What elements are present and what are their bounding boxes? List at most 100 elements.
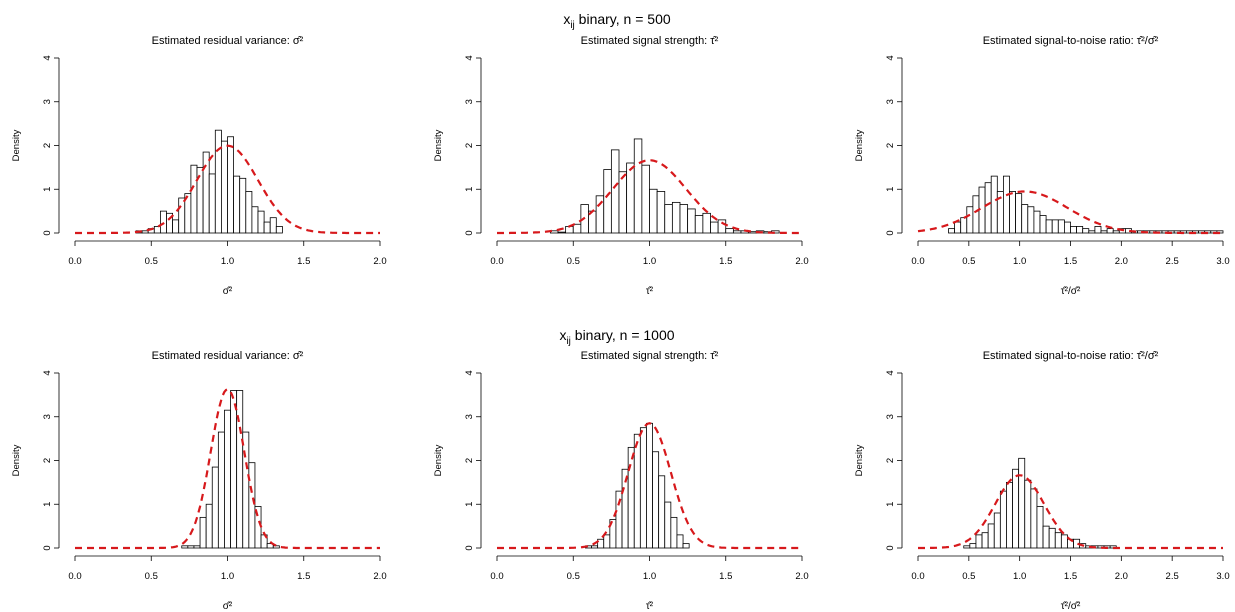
y-tick-label: 1	[464, 502, 475, 507]
y-tick-label: 0	[464, 545, 475, 550]
histogram-bar	[178, 197, 186, 234]
histogram-bar	[205, 503, 213, 549]
histogram-bar	[987, 523, 995, 549]
histogram-bar	[248, 462, 256, 549]
histogram-bar	[963, 545, 971, 549]
density-curve	[75, 388, 380, 550]
histogram-bar	[1003, 175, 1010, 234]
histogram-bar	[603, 534, 611, 549]
y-tick-label: 2	[885, 458, 896, 463]
x-tick-label: 1.5	[297, 256, 310, 267]
x-tick-label: 0.5	[145, 256, 158, 267]
y-tick-label: 3	[42, 99, 53, 104]
y-tick-label: 0	[42, 545, 53, 550]
histogram-bar	[1042, 525, 1050, 549]
x-tick-label: 0.5	[962, 256, 975, 267]
y-tick-label: 3	[464, 414, 475, 419]
row-title-2: xij binary, n = 1000	[559, 327, 674, 347]
y-tick-label: 4	[42, 55, 53, 60]
x-tick-label: 1.0	[1013, 571, 1026, 582]
panel-title: Estimated residual variance: σ̂²	[152, 35, 304, 47]
density-curve	[497, 422, 802, 550]
histogram-bar	[208, 173, 216, 234]
x-axis-label: σ̂²	[223, 285, 233, 297]
histogram-bar	[217, 431, 225, 549]
y-tick-label: 3	[885, 99, 896, 104]
histogram-bar	[710, 221, 719, 234]
histogram-bar	[275, 226, 283, 234]
panel-3: Estimated signal-to-noise ratio: τ̂²/σ̂²…	[854, 35, 1230, 297]
histogram-bar	[572, 223, 582, 234]
histogram-bar	[1048, 527, 1056, 549]
x-tick-label: 1.5	[1064, 256, 1077, 267]
histogram-bar	[242, 431, 250, 549]
panel-title: Estimated signal strength: τ̂²	[581, 350, 719, 362]
histogram-bar	[172, 219, 180, 234]
x-axis-label: τ̂²/σ̂²	[1061, 600, 1081, 612]
histogram-bar	[960, 217, 968, 234]
histogram-bar	[193, 545, 201, 549]
histogram-bar	[990, 175, 998, 234]
x-tick-label: 0.0	[490, 256, 503, 267]
panel-title: Estimated signal-to-noise ratio: τ̂²/σ̂²	[983, 350, 1159, 362]
row-title-1: xij binary, n = 500	[563, 11, 671, 31]
histogram-bar	[233, 175, 241, 234]
histogram-bar	[656, 191, 666, 234]
histogram-bar	[1024, 479, 1032, 549]
x-tick-label: 1.0	[643, 256, 656, 267]
histogram-bar	[670, 516, 678, 549]
panels: Estimated residual variance: σ̂² 0.0 0.5 1.…	[11, 35, 1230, 612]
histogram-bar	[227, 136, 234, 234]
y-axis-label: Density	[433, 129, 444, 161]
histogram-bar	[1112, 230, 1120, 234]
x-tick-label: 1.5	[297, 571, 310, 582]
histogram-bar	[1051, 219, 1059, 234]
histogram-bar	[1088, 230, 1096, 234]
x-tick-label: 0.5	[962, 571, 975, 582]
panel-6: Estimated signal-to-noise ratio: τ̂²/σ̂²…	[854, 350, 1230, 612]
histogram-bar	[664, 204, 673, 234]
histogram-bar	[1009, 191, 1016, 234]
histogram-bar	[948, 228, 955, 234]
histogram-bar	[236, 390, 244, 549]
panel-title: Estimated signal-to-noise ratio: τ̂²/σ̂²	[983, 35, 1159, 47]
x-tick-label: 0.0	[68, 571, 81, 582]
y-tick-label: 4	[42, 370, 53, 375]
histogram-bar	[658, 475, 666, 549]
y-tick-label: 3	[885, 414, 896, 419]
histogram-bar	[1057, 219, 1065, 234]
histogram-bar	[245, 191, 253, 234]
histogram-bar	[954, 221, 962, 234]
y-tick-label: 2	[464, 458, 475, 463]
density-curve	[917, 190, 1223, 235]
histogram-bar	[1082, 228, 1090, 234]
histogram-bar	[639, 427, 647, 549]
histogram-bar	[1015, 193, 1023, 234]
histogram-bar	[224, 409, 231, 549]
histogram-bar	[732, 230, 742, 234]
x-axis-label: σ̂²	[223, 600, 233, 612]
y-tick-label: 0	[464, 230, 475, 235]
histogram-bar	[1070, 226, 1077, 234]
y-tick-label: 1	[464, 187, 475, 192]
histogram-bar	[966, 206, 974, 234]
x-tick-label: 0.5	[567, 256, 580, 267]
x-axis-label: τ̂²	[646, 600, 654, 612]
histogram-bar	[1033, 210, 1041, 234]
histogram-bar	[1018, 457, 1026, 549]
x-axis-label: τ̂²/σ̂²	[1061, 285, 1081, 297]
y-axis-label: Density	[433, 444, 444, 476]
histogram-bar	[251, 206, 259, 234]
y-tick-label: 3	[42, 414, 53, 419]
density-curve	[497, 159, 802, 235]
histogram-bar	[1100, 230, 1108, 234]
y-axis-label: Density	[11, 444, 22, 476]
histogram-bar	[646, 422, 653, 549]
histogram-bar	[603, 169, 612, 234]
x-tick-label: 3.0	[1216, 256, 1229, 267]
histogram-bar	[679, 204, 689, 234]
histogram-bar	[1006, 481, 1013, 549]
histogram-bar	[230, 390, 238, 549]
x-tick-label: 0.0	[911, 256, 924, 267]
